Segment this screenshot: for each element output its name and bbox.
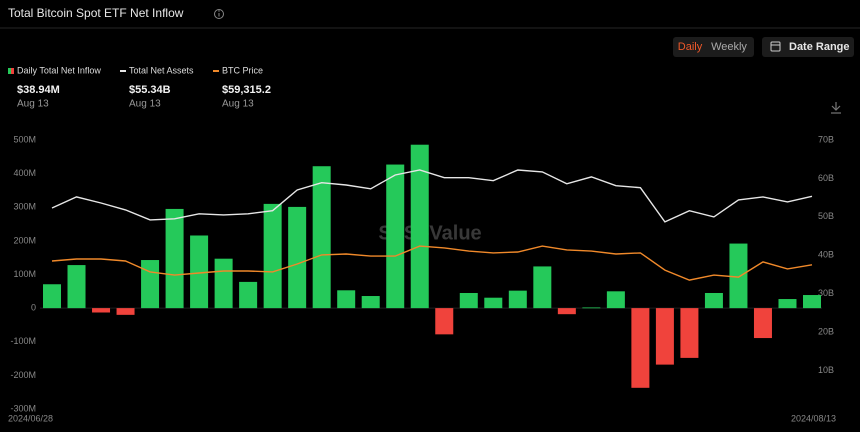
bar (165, 208, 184, 309)
legend-value: $59,315.2 (222, 84, 271, 96)
chart-title: Total Bitcoin Spot ETF Net Inflow (8, 6, 184, 20)
bar (43, 284, 61, 309)
x-tick-label: 2024/06/28 (8, 413, 53, 423)
y-tick-label: 0 (31, 303, 36, 313)
y2-tick-label: 20B (818, 327, 834, 337)
y-tick-label: 200M (13, 235, 36, 245)
legend-date: Aug 13 (129, 99, 161, 110)
bar (435, 308, 454, 335)
bar (606, 291, 625, 309)
y2-tick-label: 10B (818, 365, 834, 375)
bar (655, 308, 674, 365)
legend-swatch (11, 68, 14, 74)
legend-value: $38.94M (17, 84, 60, 96)
legend-label: Daily Total Net Inflow (17, 65, 101, 75)
y2-tick-label: 70B (818, 134, 834, 144)
bar (631, 308, 650, 388)
bar (459, 292, 478, 309)
bar (288, 206, 307, 309)
bar (386, 164, 405, 309)
y2-tick-label: 50B (818, 211, 834, 221)
line (51, 169, 813, 223)
legend-swatch (8, 68, 11, 74)
control-button[interactable]: Daily (678, 41, 703, 53)
y-tick-label: 300M (13, 202, 36, 212)
y-tick-label: -100M (10, 336, 36, 346)
bar (263, 203, 282, 309)
y-tick-label: -300M (10, 403, 36, 413)
y-tick-label: -200M (10, 370, 36, 380)
legend-value: $55.34B (129, 84, 171, 96)
date-range-button-bg (762, 37, 854, 57)
info-icon[interactable] (214, 9, 224, 19)
bar (141, 260, 160, 309)
legend-label: BTC Price (222, 65, 263, 75)
bar (337, 290, 356, 309)
bar (92, 308, 111, 313)
y-tick-label: 400M (13, 168, 36, 178)
legend-date: Aug 13 (222, 99, 254, 110)
bar (704, 292, 723, 309)
bar (239, 281, 258, 309)
y2-tick-label: 30B (818, 288, 834, 298)
bar (729, 243, 748, 309)
bar (803, 295, 821, 309)
legend-label: Total Net Assets (129, 65, 194, 75)
bar (582, 307, 601, 309)
calendar-icon (770, 41, 781, 52)
bar (680, 308, 699, 358)
x-tick-label: 2024/08/13 (791, 413, 836, 423)
bar (753, 308, 772, 339)
bar (361, 296, 380, 309)
bar (508, 290, 527, 309)
bar (312, 166, 331, 309)
bar (67, 265, 86, 309)
bar (557, 308, 576, 315)
bar (533, 266, 552, 309)
y2-tick-label: 40B (818, 250, 834, 260)
control-button[interactable]: Weekly (711, 41, 747, 53)
bar (778, 299, 797, 309)
bar (484, 297, 503, 309)
toggle-group (673, 37, 754, 57)
line (51, 245, 813, 281)
bar (116, 308, 135, 315)
bar (410, 144, 429, 309)
y-tick-label: 500M (13, 134, 36, 144)
bar (214, 258, 233, 309)
bar (190, 235, 209, 309)
y2-tick-label: 60B (818, 173, 834, 183)
download-icon[interactable] (831, 102, 841, 114)
y-tick-label: 100M (13, 269, 36, 279)
legend-date: Aug 13 (17, 99, 49, 110)
control-button[interactable]: Date Range (789, 41, 850, 53)
